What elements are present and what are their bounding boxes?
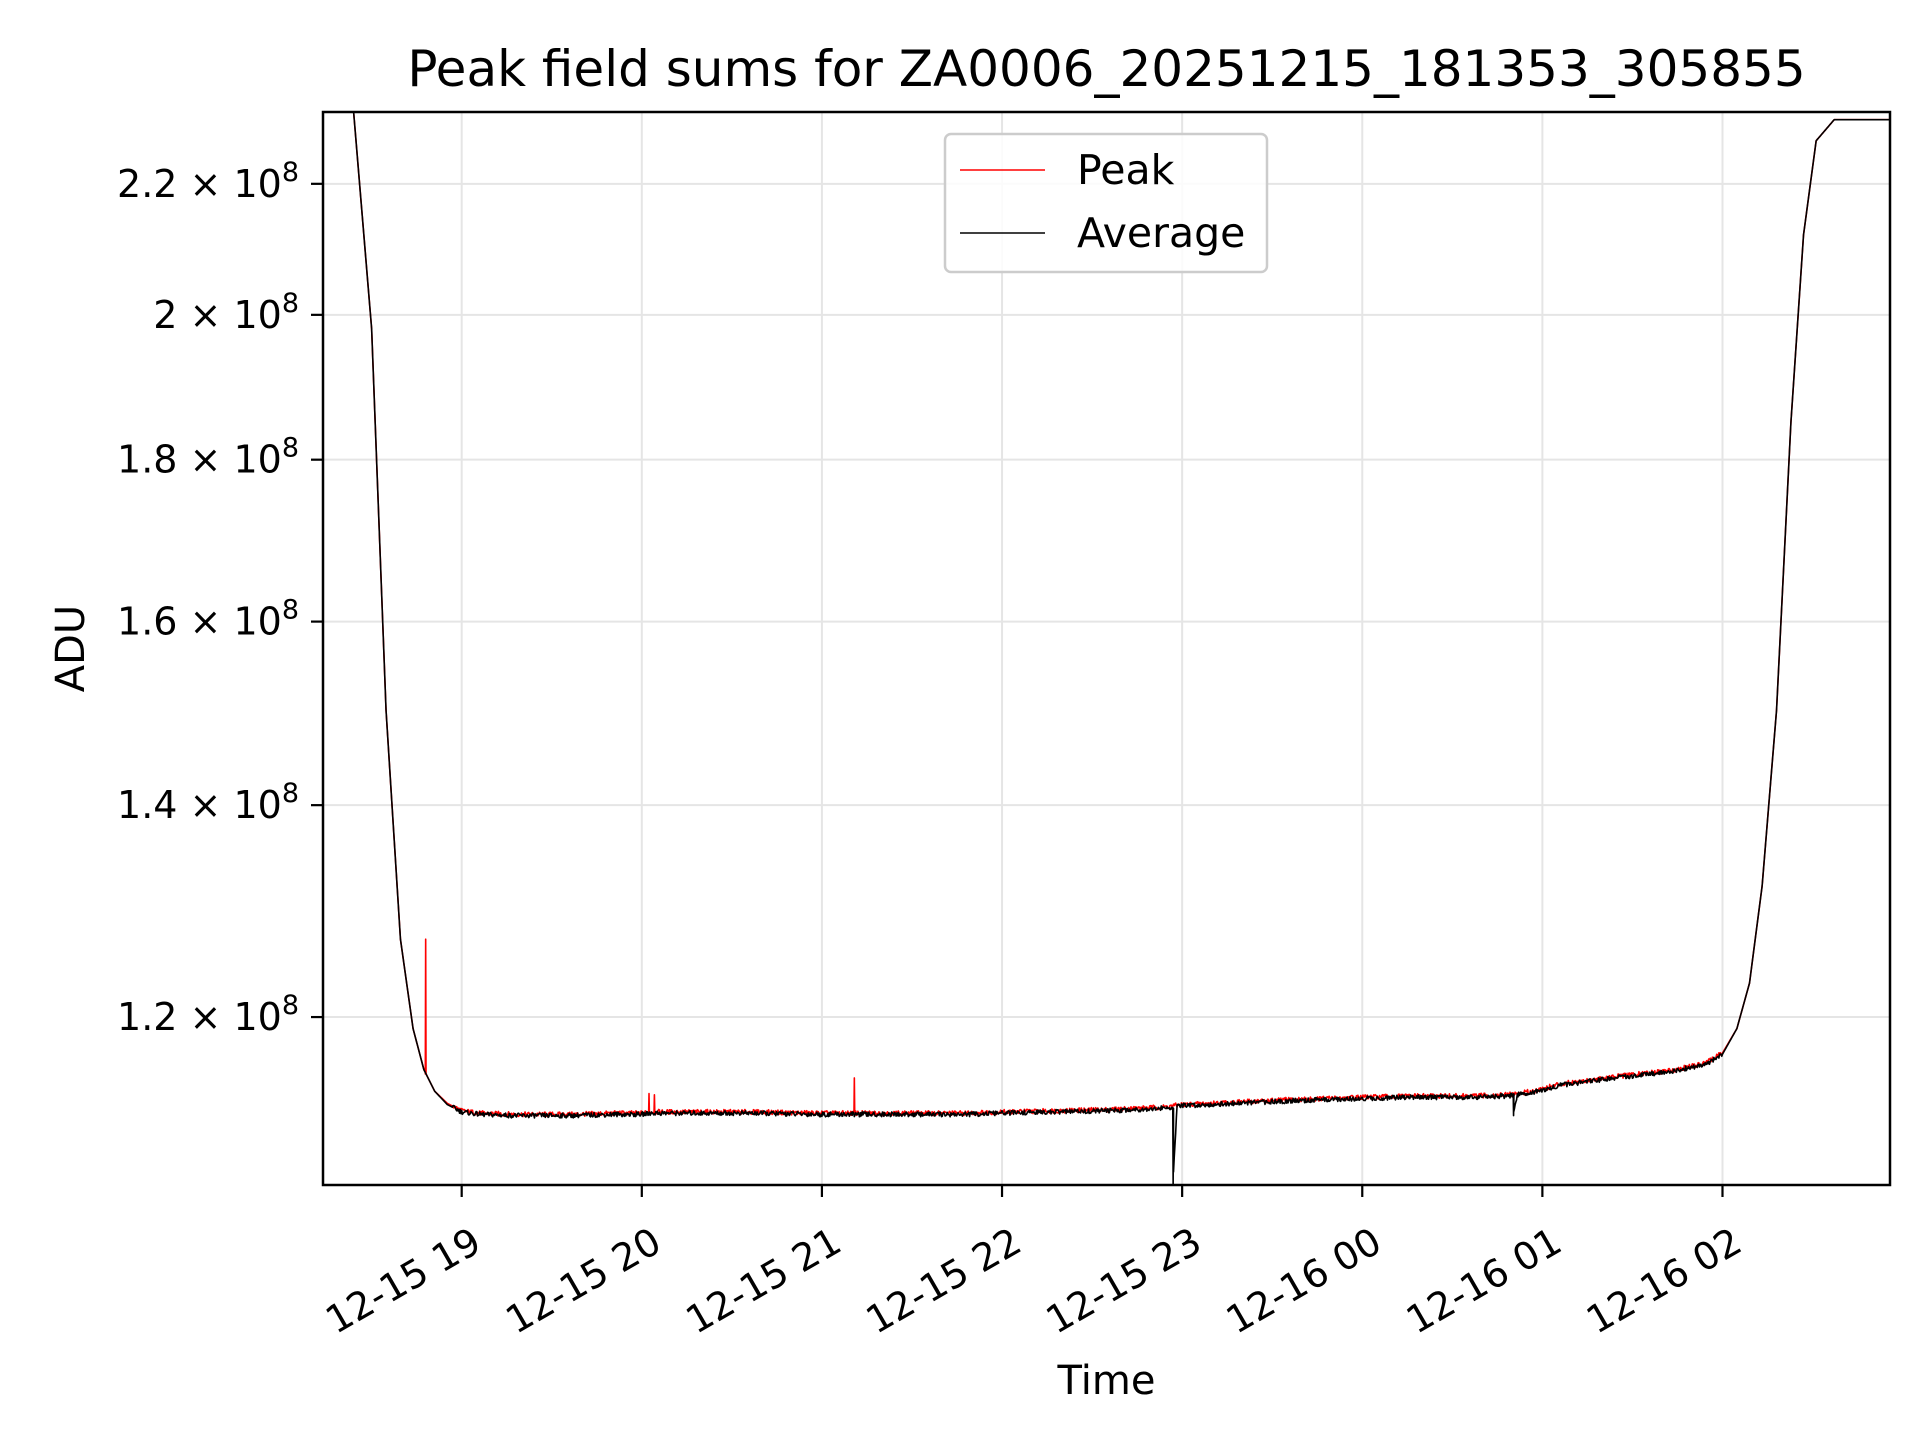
y-tick-label-1: 1.4 × 108: [117, 778, 299, 827]
y-tick-label-3: 1.8 × 108: [117, 433, 299, 482]
y-tick-label-2: 1.6 × 108: [117, 595, 299, 644]
legend-box: [943, 132, 1269, 274]
y-tick-label-5: 2.2 × 108: [117, 157, 299, 206]
plot-frame: [321, 110, 1892, 1187]
series-line-average: [323, 112, 1890, 1185]
y-tick-label-4: 2 × 108: [153, 288, 299, 337]
legend-label-peak: Peak: [1077, 146, 1175, 194]
legend-label-average: Average: [1077, 209, 1245, 257]
chart-title: Peak field sums for ZA0006_20251215_1813…: [407, 40, 1805, 98]
y-tick-label-0: 1.2 × 108: [117, 990, 299, 1039]
legend: Peak Average: [943, 132, 1269, 274]
x-axis-label: Time: [1057, 1358, 1156, 1404]
y-axis-ticks: 1.2 × 108 1.4 × 108 1.6 × 108 1.8 × 108 2 × …: [117, 157, 323, 1039]
series-layer: [323, 112, 1890, 1185]
y-axis-label: ADU: [48, 605, 94, 692]
